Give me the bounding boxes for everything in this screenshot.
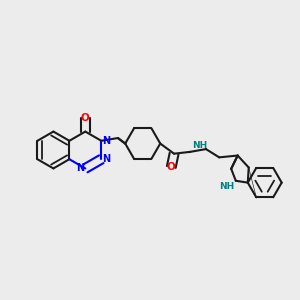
Text: O: O	[81, 113, 90, 123]
Text: NH: NH	[219, 182, 235, 191]
Text: N: N	[102, 136, 110, 146]
Text: NH: NH	[192, 141, 207, 150]
Text: O: O	[167, 162, 176, 172]
Text: N: N	[76, 164, 84, 173]
Text: N: N	[102, 154, 110, 164]
